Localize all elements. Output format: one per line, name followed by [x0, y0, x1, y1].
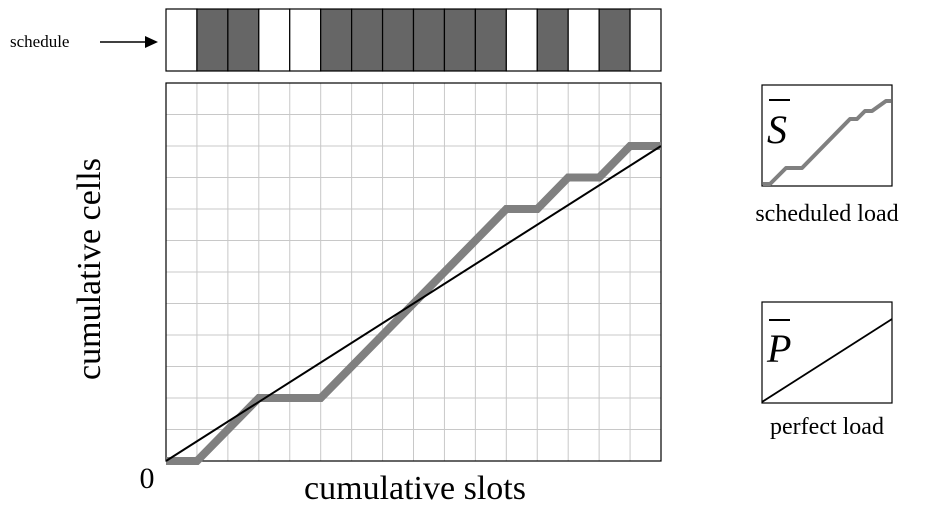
schedule-arrow-head [145, 36, 158, 48]
y-axis-label: cumulative cells [71, 158, 108, 380]
schedule-slot [412, 8, 446, 72]
perfect-load-line [165, 145, 662, 462]
schedule-slot [165, 8, 198, 72]
legend-scheduled-curve [763, 99, 891, 186]
legend-scheduled-caption: scheduled load [755, 201, 898, 227]
schedule-slot [474, 8, 507, 72]
legend-perfect-line [761, 318, 893, 403]
schedule-slot [258, 8, 291, 72]
schedule-slot [196, 8, 229, 72]
schedule-slot [536, 8, 569, 72]
schedule-slot [567, 8, 600, 72]
plot-frame [165, 82, 662, 462]
origin-label: 0 [140, 462, 155, 495]
schedule-slot [381, 8, 415, 72]
legend-perfect-caption: perfect load [770, 414, 884, 440]
legend-perfect-box [761, 301, 893, 404]
main-plot [165, 82, 662, 465]
scheduled-load-line [166, 142, 661, 465]
schedule-slot [351, 8, 384, 72]
legend-perfect-symbol: P [766, 326, 791, 371]
schedule-slot [443, 8, 476, 72]
schedule-slot [629, 8, 662, 72]
schedule-slot [289, 8, 322, 72]
schedule-slot [227, 8, 260, 72]
legend-scheduled: S scheduled load [755, 84, 899, 227]
schedule-slot [598, 8, 631, 72]
x-axis-label: cumulative slots [304, 470, 526, 503]
schedule-slot [505, 8, 538, 72]
schedule-slot [320, 8, 353, 72]
series-layer [165, 142, 662, 465]
plot-grid [166, 83, 661, 461]
legend-scheduled-symbol: S [767, 107, 787, 152]
legend-perfect: P perfect load [761, 301, 893, 440]
schedule-label: schedule [10, 32, 69, 51]
schedule-strip [165, 8, 662, 72]
